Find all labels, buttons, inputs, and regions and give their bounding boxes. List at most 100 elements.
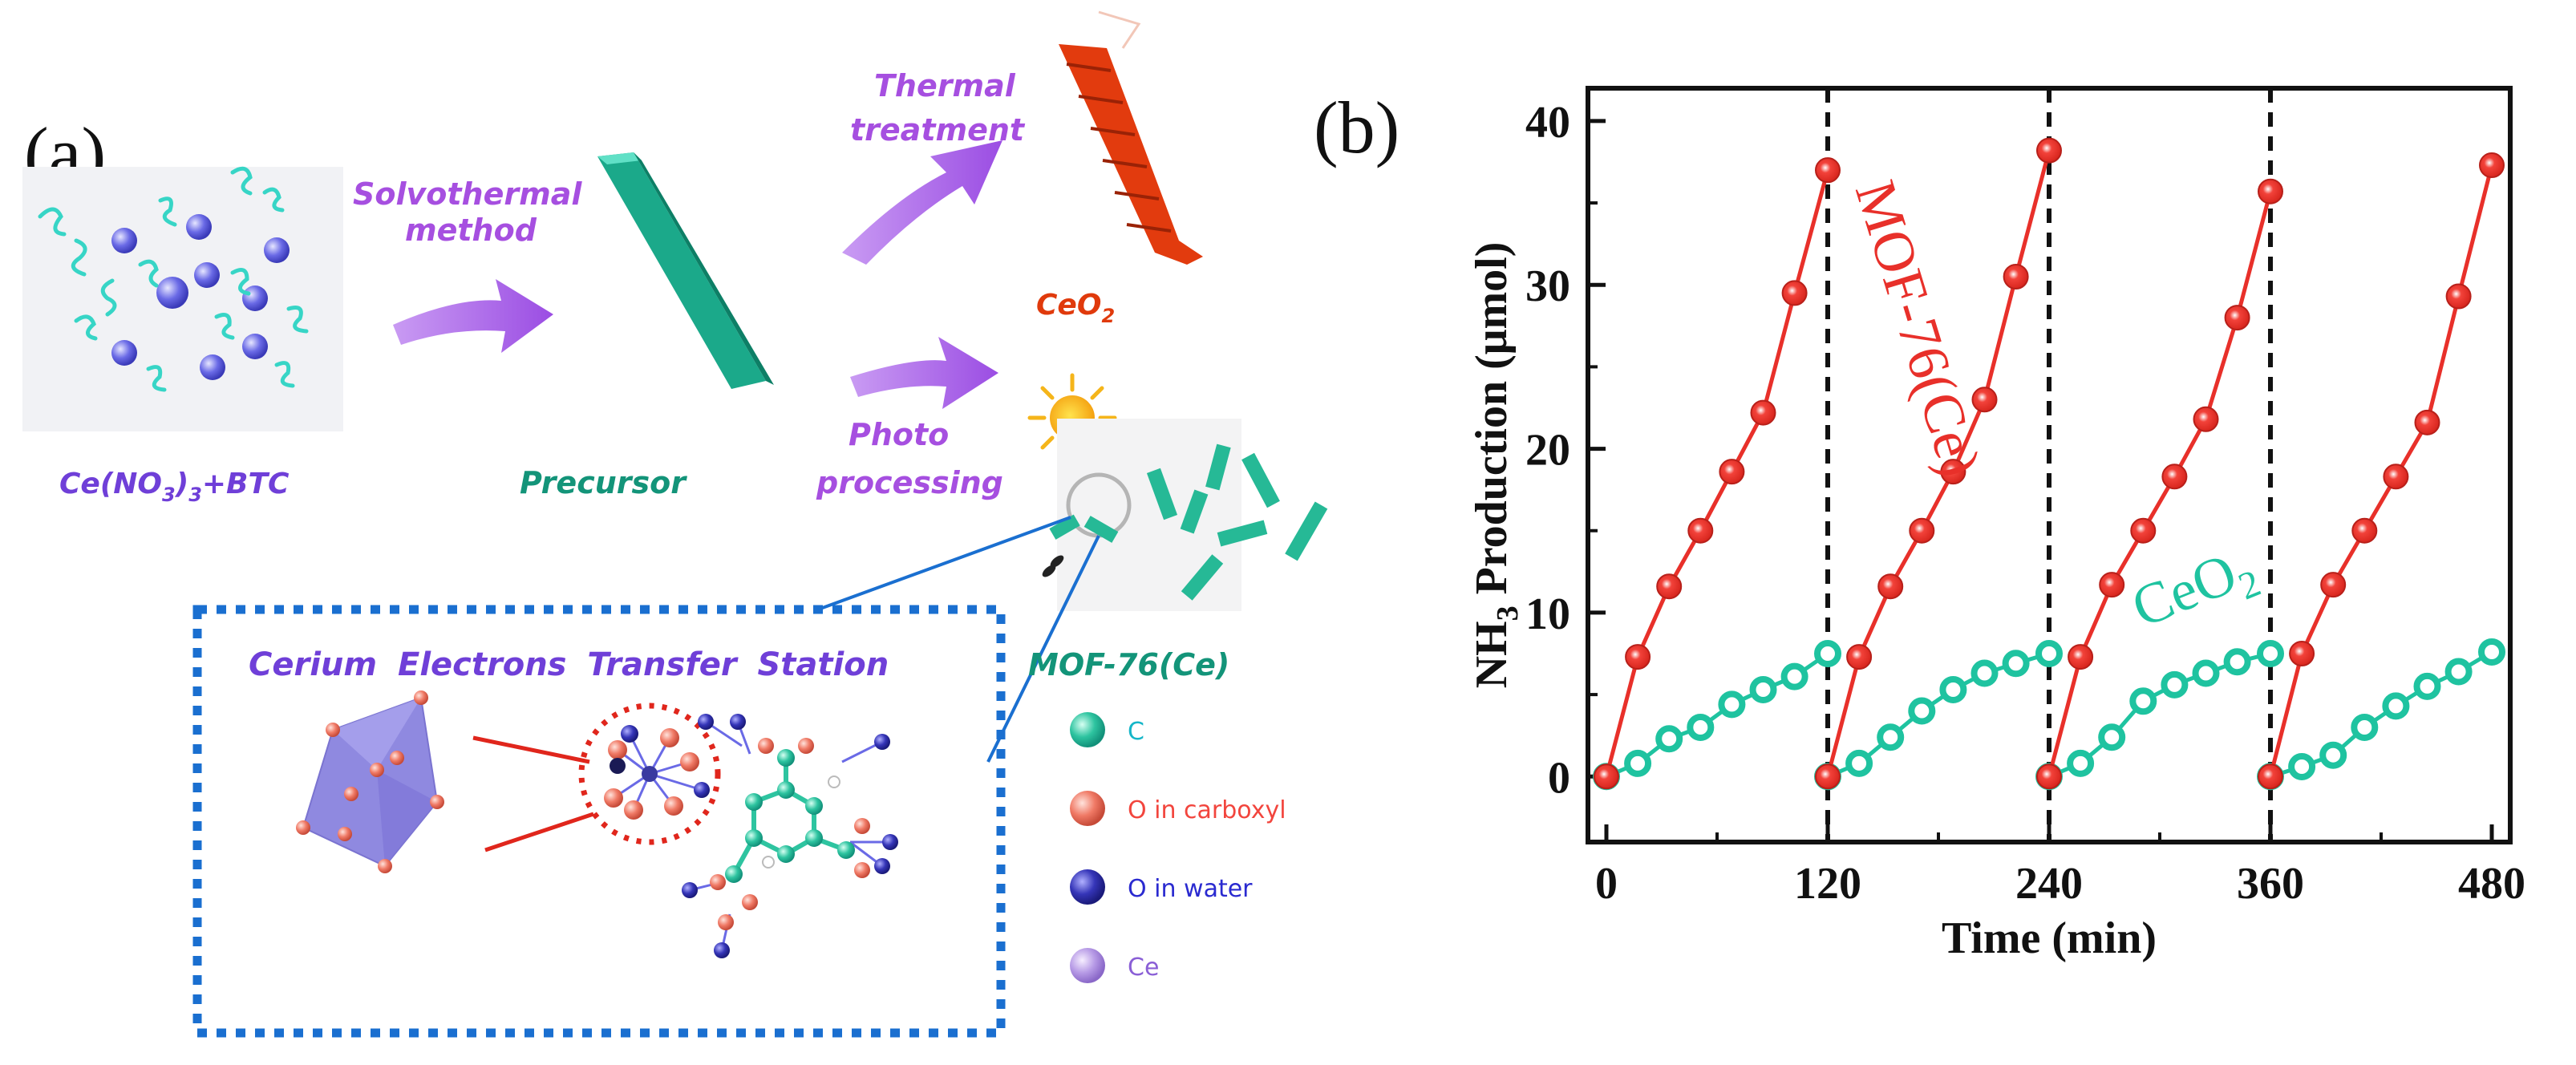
legend-swatch <box>1070 791 1105 826</box>
legend-swatch <box>1070 869 1105 905</box>
btc-ligand <box>38 207 67 237</box>
zoom-line <box>484 812 594 852</box>
ceo2-data-point <box>1970 659 1999 687</box>
ceo2-data-point <box>1780 662 1808 690</box>
ceo2-data-point <box>1655 725 1683 753</box>
series-label-mof: MOF-76(Ce) <box>1843 173 1994 484</box>
connector-line <box>986 535 1100 763</box>
btc-ligand <box>230 166 253 196</box>
mof-data-point <box>2258 178 2283 204</box>
photo-arrow <box>850 337 998 409</box>
ceo2-data-point <box>2444 658 2473 686</box>
ceo2-data-point <box>2192 659 2220 687</box>
ce-ion <box>186 214 212 240</box>
zoom-line <box>472 735 590 764</box>
mof-data-point <box>2224 305 2250 331</box>
mof-data-point <box>2351 517 2378 544</box>
mof-data-point <box>2003 264 2029 290</box>
structure-legend: C O in carboxyl O in water Ce <box>1070 712 1286 983</box>
solvothermal-label: Solvothermal <box>353 176 582 212</box>
mof-data-point <box>2036 137 2062 164</box>
thermal-label: Thermal <box>874 68 1016 103</box>
mof-data-point <box>2130 517 2157 544</box>
series-label-ceo2: CeO2 <box>2123 533 2266 648</box>
mof-data-point <box>2258 763 2283 790</box>
mof-data-point <box>2414 409 2440 435</box>
panel-b-label: (b) <box>1314 87 1399 168</box>
mof-data-point <box>2320 572 2347 598</box>
mof-data-point <box>1750 399 1776 426</box>
station-title: Cerium Electrons Transfer Station <box>249 646 889 683</box>
precursor-label: Precursor <box>520 465 687 500</box>
btc-ligand <box>214 313 235 340</box>
mof-molecule <box>578 703 898 958</box>
y-tick-label: 30 <box>1525 261 1570 311</box>
ceo2-data-point <box>2129 687 2157 715</box>
ceo2-data-point <box>2098 723 2126 751</box>
panel-b-chart: (b) 0 120 240 360 480 0 10 20 30 40 NH3 Productio… <box>1314 86 2525 963</box>
ceo2-data-point <box>1939 675 1967 703</box>
mof-data-point <box>2161 464 2188 490</box>
ce-ion <box>156 277 188 309</box>
ceo2-data-point <box>1877 723 1905 751</box>
legend-swatch <box>1070 948 1105 983</box>
y-axis-label: NH3 Production (μmol) <box>1467 242 1525 689</box>
ceo2-data-point <box>1749 675 1777 703</box>
mof-crystals <box>1042 419 1328 611</box>
ceo2-data-point <box>2413 672 2441 700</box>
mof-data-point <box>1877 573 1904 600</box>
mof-data-point <box>1781 280 1808 306</box>
ce-ion <box>242 334 268 359</box>
ceo2-data-point <box>1908 697 1936 725</box>
btc-ligand <box>71 238 87 277</box>
photo-label-line2: processing <box>816 465 1003 500</box>
mof-series-line <box>1604 169 1830 777</box>
legend-label: C <box>1128 718 1144 746</box>
mof-data-point <box>1971 387 1998 413</box>
x-tick-label: 240 <box>2015 859 2083 909</box>
ceo2-data-point <box>1624 749 1652 777</box>
mof-data-point <box>1815 157 1841 184</box>
ceo2-data-point <box>2067 749 2095 777</box>
x-tick-label: 120 <box>1794 859 1861 909</box>
thermal-label-line2: treatment <box>850 112 1026 148</box>
mof-data-point <box>1687 517 1714 544</box>
ceo2-data-point <box>2382 692 2410 720</box>
btc-ligand <box>274 361 295 388</box>
series-layer <box>1593 137 2505 791</box>
mof-data-point <box>1594 763 1619 790</box>
thermal-arrow <box>842 140 1002 265</box>
mof-data-point <box>2193 406 2219 432</box>
ce-ion <box>194 262 220 288</box>
mof-data-point <box>1656 573 1683 600</box>
mof-data-point <box>2445 283 2472 310</box>
mof-label: MOF-76(Ce) <box>1028 647 1229 682</box>
solvothermal-arrow <box>393 279 553 353</box>
btc-ligand <box>286 306 309 334</box>
ce-ion <box>242 285 268 311</box>
reactants-label: Ce(NO3)3+BTC <box>59 468 290 506</box>
connector-line <box>817 516 1071 611</box>
x-tick-label: 360 <box>2237 859 2304 909</box>
y-tick-label: 10 <box>1525 589 1570 639</box>
legend-label: O in water <box>1128 875 1253 903</box>
ceo2-data-point <box>2478 638 2505 666</box>
ce-ion <box>200 354 225 380</box>
ceo2-data-point <box>2035 640 2063 667</box>
mof-data-point <box>2068 644 2094 670</box>
mof-series-line <box>2047 191 2273 777</box>
station-box <box>192 605 1006 1038</box>
ceo2-data-point <box>1845 749 1873 777</box>
btc-ligand <box>158 196 177 227</box>
mof-data-point <box>2479 152 2505 179</box>
mof-series-line <box>1825 150 2051 777</box>
mof-data-point <box>1625 644 1651 670</box>
ceo2-data-point <box>2257 640 2284 667</box>
ce-ion <box>111 228 137 253</box>
mof-data-point <box>1719 459 1745 485</box>
x-axis-label: Time (min) <box>1942 913 2157 963</box>
ce-ion <box>111 340 137 366</box>
legend-label: Ce <box>1128 954 1159 982</box>
ceo2-data-point <box>1814 640 1841 667</box>
ceo2-data-point <box>2161 670 2189 699</box>
